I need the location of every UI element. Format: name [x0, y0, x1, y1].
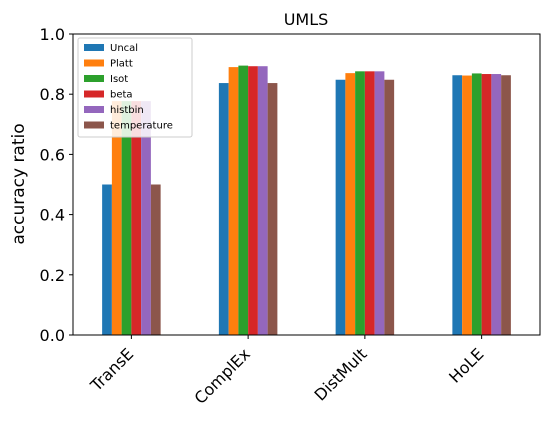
- bar-beta-transe: [131, 101, 142, 336]
- legend-label-isot: Isot: [110, 74, 128, 85]
- bar-histbin-transe: [141, 101, 151, 336]
- y-tick-label: 1.0: [40, 25, 65, 44]
- x-tick-label: ComplEx: [191, 344, 254, 407]
- bar-platt-complex: [228, 67, 239, 336]
- bar-uncal-hole: [452, 75, 463, 336]
- bar-isot-distmult: [355, 71, 365, 335]
- bar-uncal-distmult: [335, 79, 346, 335]
- x-tick-label: TransE: [86, 344, 137, 395]
- bar-histbin-hole: [491, 74, 502, 335]
- legend-label-histbin: histbin: [110, 105, 144, 116]
- x-tick-label: DistMult: [311, 344, 371, 404]
- chart-title: UMLS: [284, 10, 329, 29]
- x-axis: TransE ComplEx DistMult HoLE: [86, 335, 487, 408]
- bar-temperature-complex: [267, 83, 278, 335]
- y-tick-label: 0.8: [40, 85, 65, 104]
- bar-beta-complex: [248, 66, 258, 336]
- bar-platt-distmult: [345, 73, 356, 335]
- legend-label-beta: beta: [110, 90, 133, 101]
- y-tick-label: 0.6: [40, 145, 65, 164]
- bar-isot-transe: [121, 101, 132, 336]
- legend-label-platt: Platt: [110, 59, 133, 70]
- bar-beta-distmult: [364, 71, 375, 335]
- bar-temperature-transe: [150, 184, 161, 335]
- y-tick-label: 0.4: [40, 206, 65, 225]
- bar-uncal-complex: [218, 83, 229, 335]
- y-tick-label: 0.2: [40, 266, 65, 285]
- bar-platt-hole: [462, 75, 472, 335]
- legend-swatch-temperature: [84, 121, 104, 129]
- y-axis: 0.0 0.2 0.4 0.6 0.8 1.0: [40, 25, 73, 345]
- legend-box: [77, 37, 193, 138]
- legend-swatch-platt: [84, 59, 104, 67]
- legend-swatch-isot: [84, 75, 104, 82]
- legend-swatch-uncal: [84, 44, 104, 51]
- legend-swatch-beta: [84, 90, 104, 98]
- legend-swatch-histbin: [84, 106, 104, 113]
- bar-platt-transe: [111, 101, 122, 336]
- bar-temperature-distmult: [384, 79, 395, 335]
- y-axis-label: accuracy ratio: [9, 123, 29, 244]
- legend-label-uncal: Uncal: [110, 43, 138, 54]
- x-tick-label: HoLE: [445, 344, 487, 386]
- bar-histbin-distmult: [374, 71, 385, 335]
- bar-histbin-complex: [257, 66, 268, 336]
- bar-temperature-hole: [501, 75, 511, 336]
- bar-beta-hole: [481, 74, 492, 335]
- bar-isot-hole: [471, 73, 482, 336]
- bar-isot-complex: [238, 65, 249, 336]
- plot-frame: [72, 33, 541, 336]
- legend-label-temperature: temperature: [110, 121, 173, 132]
- bars-group: [102, 65, 511, 336]
- bar-uncal-transe: [102, 184, 112, 335]
- legend: Uncal Platt Isot beta histbin temperature: [77, 37, 193, 138]
- y-tick-label: 0.0: [40, 326, 65, 345]
